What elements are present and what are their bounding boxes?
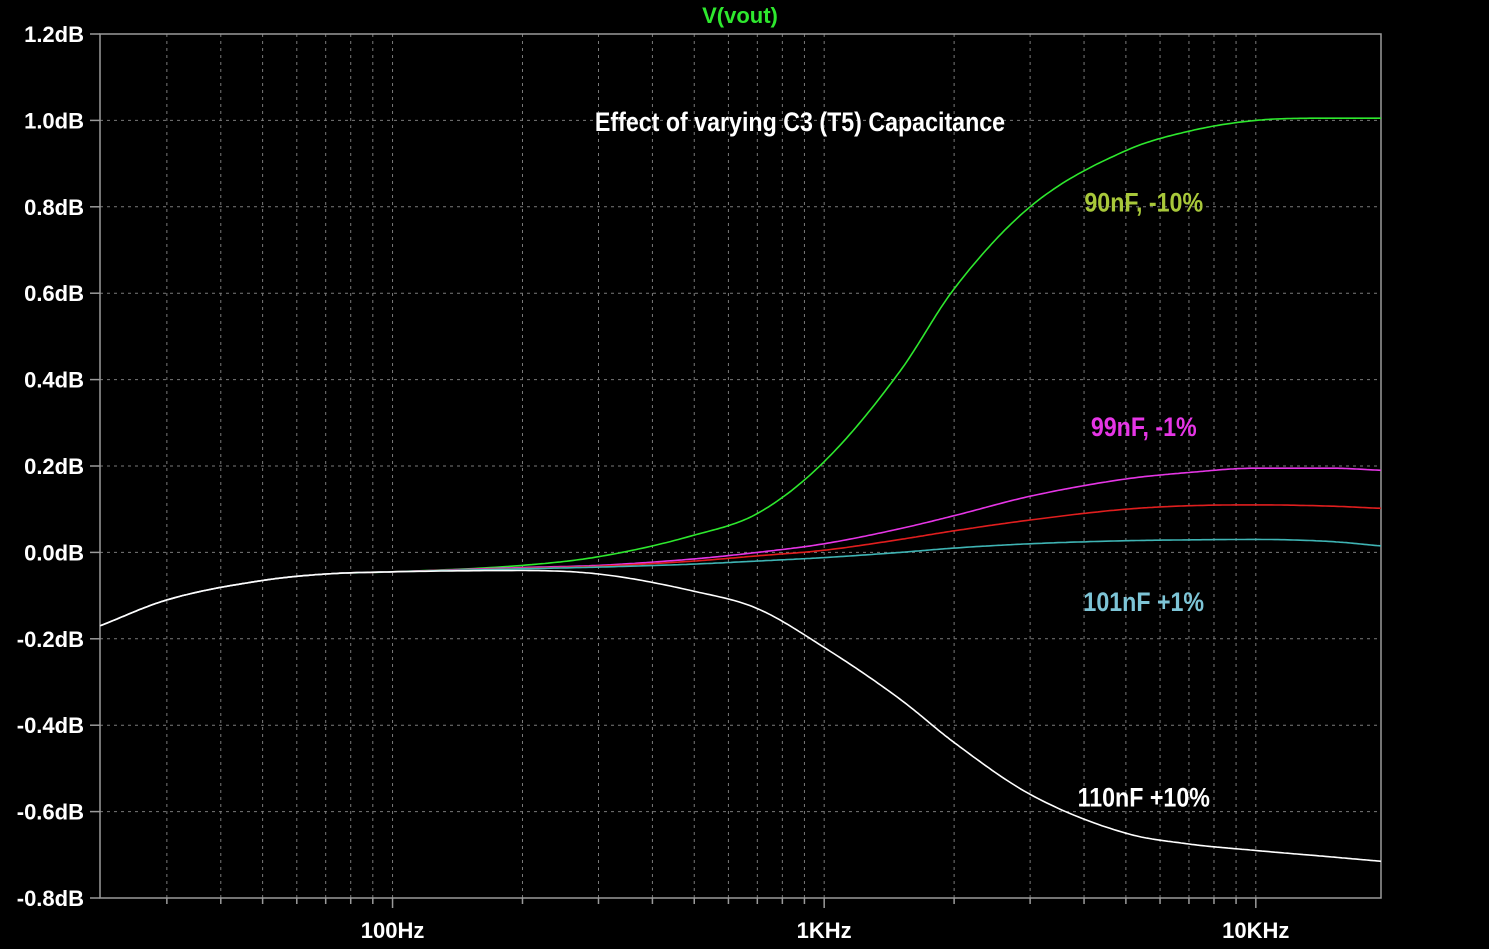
- y-tick-label: 0.2dB: [24, 454, 84, 479]
- y-tick-label: -0.8dB: [17, 886, 84, 911]
- y-tick-label: -0.4dB: [17, 713, 84, 738]
- trace-name[interactable]: V(vout): [702, 3, 778, 28]
- series-line-4[interactable]: [99, 569, 1382, 863]
- annotation-1: 99nF, -1%: [1091, 413, 1197, 443]
- annotation-3: 110nF +10%: [1078, 783, 1210, 813]
- x-tick-label: 1KHz: [797, 918, 852, 943]
- y-tick-label: 0.6dB: [24, 281, 84, 306]
- y-tick-label: -0.2dB: [17, 627, 84, 652]
- y-tick-label: -0.6dB: [17, 800, 84, 825]
- y-tick-label: 0.8dB: [24, 195, 84, 220]
- chart-title: Effect of varying C3 (T5) Capacitance: [595, 107, 1005, 137]
- axis-ticks: 1.2dB 1.0dB 0.8dB 0.6dB 0.4dB 0.2dB 0.0dB -0.2d…: [17, 22, 1290, 943]
- y-tick-label: 1.2dB: [24, 22, 84, 47]
- annotations: 90nF, -10% 99nF, -1% 101nF +1% 110nF +10%: [1078, 188, 1210, 813]
- y-tick-label: 1.0dB: [24, 108, 84, 133]
- series-lines[interactable]: [99, 117, 1382, 863]
- x-tick-label: 100Hz: [361, 918, 425, 943]
- y-tick-label: 0.0dB: [24, 540, 84, 565]
- y-tick-label: 0.4dB: [24, 368, 84, 393]
- annotation-2: 101nF +1%: [1083, 587, 1204, 617]
- annotation-0: 90nF, -10%: [1084, 188, 1203, 218]
- x-tick-label: 10KHz: [1222, 918, 1289, 943]
